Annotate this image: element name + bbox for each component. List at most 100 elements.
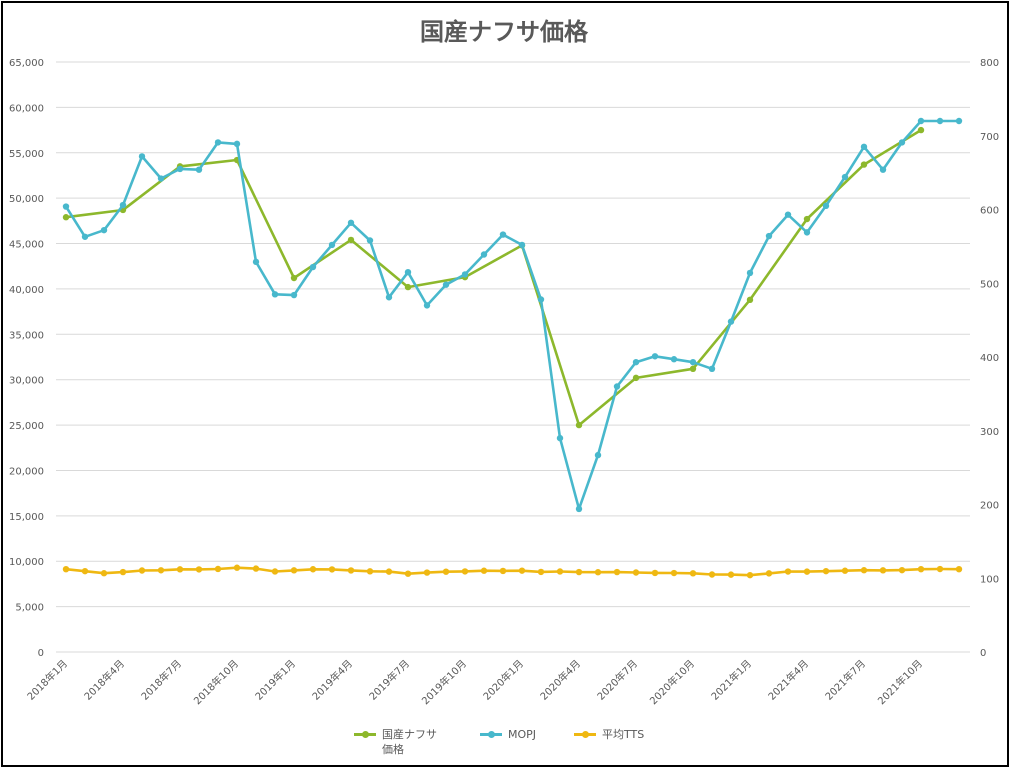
- x-tick-label: 2020年4月: [537, 657, 583, 703]
- data-point: [195, 566, 203, 573]
- data-point: [119, 201, 127, 209]
- data-point: [765, 570, 773, 577]
- data-point: [594, 569, 602, 576]
- data-point: [442, 568, 450, 575]
- data-point: [138, 153, 146, 160]
- data-point: [651, 353, 659, 360]
- data-point: [176, 165, 184, 173]
- data-point: [290, 274, 298, 282]
- series-line-1: [64, 119, 959, 511]
- x-tick-label: 2019年7月: [366, 657, 412, 703]
- data-point: [537, 296, 545, 303]
- data-point: [670, 569, 678, 577]
- data-point: [575, 421, 583, 429]
- data-point: [613, 568, 621, 576]
- data-point: [138, 567, 146, 574]
- legend-swatch-mopj: [480, 729, 502, 739]
- x-tick-label: 2020年1月: [480, 657, 526, 703]
- data-point: [328, 241, 336, 249]
- data-point: [556, 434, 564, 442]
- data-point: [822, 567, 830, 575]
- data-point: [499, 231, 507, 238]
- data-point: [81, 567, 89, 575]
- data-point: [404, 268, 412, 276]
- data-point: [879, 166, 887, 173]
- data-point: [898, 139, 906, 146]
- right-axis: 0 100 200 300 400 500 600 700 800: [980, 58, 999, 659]
- data-point: [917, 565, 925, 573]
- y-left-tick-label: 25,000: [9, 421, 44, 432]
- legend-swatch-naphtha: [354, 729, 376, 739]
- y-left-tick-label: 35,000: [9, 330, 44, 341]
- x-tick-label: 2021年4月: [765, 657, 811, 703]
- data-point: [727, 571, 735, 578]
- data-point: [803, 215, 811, 223]
- data-point: [632, 374, 640, 382]
- x-tick-label: 2018年1月: [24, 657, 70, 703]
- data-point: [366, 568, 374, 575]
- data-point: [347, 219, 355, 226]
- data-point: [708, 365, 716, 372]
- data-point: [556, 568, 564, 575]
- y-right-tick-label: 800: [980, 58, 999, 69]
- legend-swatch-tts: [574, 729, 596, 739]
- y-left-tick-label: 40,000: [9, 285, 44, 296]
- data-point: [518, 567, 526, 574]
- data-point: [157, 175, 165, 182]
- data-point: [727, 318, 735, 325]
- data-point: [271, 568, 279, 575]
- y-left-tick-label: 50,000: [9, 194, 44, 205]
- data-point: [233, 564, 241, 571]
- data-point: [309, 263, 317, 271]
- y-right-tick-label: 200: [980, 501, 999, 512]
- y-left-tick-label: 65,000: [9, 58, 44, 69]
- data-point: [81, 233, 89, 240]
- data-point: [385, 568, 393, 575]
- x-tick-label: 2019年1月: [252, 657, 298, 703]
- data-point: [366, 237, 374, 244]
- data-point: [290, 567, 298, 574]
- data-point: [442, 281, 450, 288]
- data-point: [594, 451, 602, 459]
- series-layer: [62, 117, 963, 579]
- y-left-tick-label: 10,000: [9, 557, 44, 568]
- x-tick-label: 2018年7月: [138, 657, 184, 703]
- data-point: [879, 567, 887, 574]
- data-point: [860, 161, 868, 168]
- data-point: [214, 139, 222, 146]
- data-point: [100, 226, 108, 234]
- data-point: [328, 566, 336, 573]
- data-point: [632, 569, 640, 576]
- y-right-tick-label: 100: [980, 574, 999, 585]
- data-point: [670, 356, 678, 363]
- data-point: [898, 566, 906, 574]
- data-point: [841, 173, 849, 181]
- y-left-tick-label: 15,000: [9, 512, 44, 523]
- data-point: [860, 143, 868, 151]
- legend-label-mopj: MOPJ: [508, 728, 537, 741]
- data-point: [746, 571, 754, 579]
- chart-title: 国産ナフサ価格: [420, 18, 588, 46]
- data-point: [803, 568, 811, 575]
- data-point: [214, 565, 222, 573]
- data-point: [803, 229, 811, 236]
- data-point: [252, 565, 260, 572]
- data-point: [784, 568, 792, 575]
- series-line-0: [65, 128, 922, 427]
- data-point: [461, 271, 469, 278]
- data-point: [746, 269, 754, 277]
- data-point: [233, 140, 241, 148]
- data-point: [480, 567, 488, 574]
- data-point: [290, 291, 298, 299]
- data-point: [917, 126, 925, 134]
- data-point: [936, 565, 944, 573]
- data-point: [537, 568, 545, 576]
- data-point: [936, 117, 944, 125]
- data-point: [385, 294, 393, 301]
- data-point: [689, 570, 697, 577]
- data-point: [157, 567, 165, 574]
- left-axis: 0 5,000 10,000 15,000 20,000 25,000 30,000 35,0…: [9, 58, 44, 659]
- y-right-tick-label: 300: [980, 427, 999, 438]
- y-right-tick-label: 700: [980, 132, 999, 143]
